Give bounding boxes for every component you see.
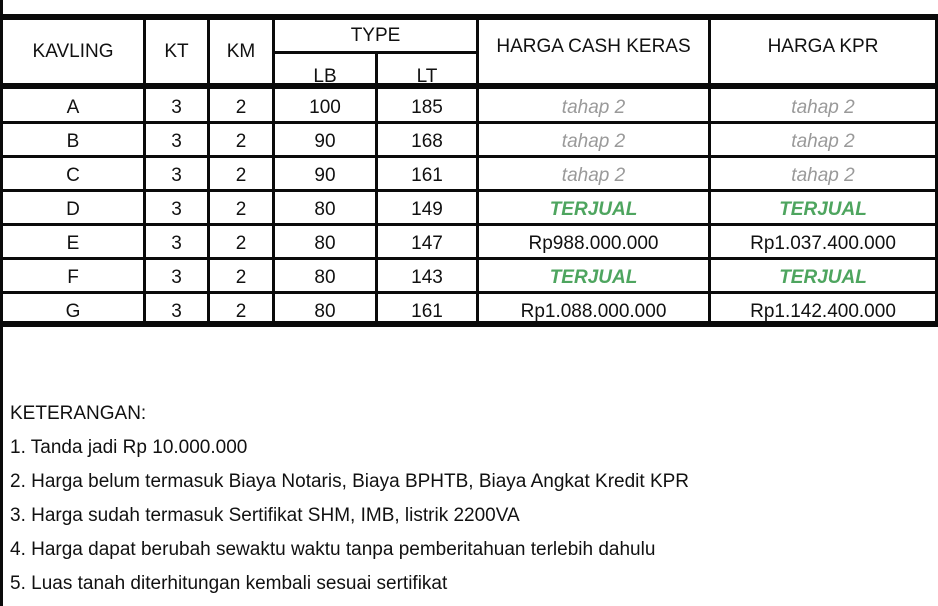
column-divider bbox=[375, 51, 378, 327]
header-kavling: KAVLING bbox=[32, 40, 114, 62]
cell-cash: TERJUAL bbox=[549, 267, 638, 288]
cell-kt: 3 bbox=[171, 165, 182, 186]
header-harga-kpr: HARGA KPR bbox=[767, 35, 879, 57]
type-divider bbox=[272, 51, 476, 54]
note-item: 1. Tanda jadi Rp 10.000.000 bbox=[10, 437, 248, 458]
cell-kpr: tahap 2 bbox=[791, 165, 855, 186]
cell-kt: 3 bbox=[171, 233, 182, 254]
cell-cash: Rp988.000.000 bbox=[528, 233, 659, 254]
column-divider bbox=[207, 14, 210, 327]
cell-kpr: Rp1.142.400.000 bbox=[750, 301, 896, 322]
table-right-border bbox=[935, 14, 938, 327]
row-divider bbox=[0, 291, 938, 294]
row-divider bbox=[0, 189, 938, 192]
row-divider bbox=[0, 121, 938, 124]
cell-km: 2 bbox=[235, 97, 247, 118]
cell-kpr: TERJUAL bbox=[779, 199, 867, 220]
cell-kavling: G bbox=[65, 301, 81, 322]
cell-kt: 3 bbox=[171, 267, 182, 288]
cell-lt: 168 bbox=[411, 131, 443, 152]
table-bottom-border bbox=[0, 321, 938, 327]
table-top-border bbox=[0, 14, 938, 20]
cell-kpr: TERJUAL bbox=[779, 267, 867, 288]
row-divider bbox=[0, 155, 938, 158]
header-km: KM bbox=[226, 40, 256, 62]
cell-lt: 147 bbox=[411, 233, 443, 254]
cell-kavling: A bbox=[66, 97, 80, 118]
note-item: 5. Luas tanah diterhitungan kembali sesu… bbox=[10, 573, 448, 594]
header-type: TYPE bbox=[350, 25, 401, 46]
header-harga-cash: HARGA CASH KERAS bbox=[496, 35, 691, 57]
note-item: 3. Harga sudah termasuk Sertifikat SHM, … bbox=[10, 505, 520, 526]
cell-km: 2 bbox=[235, 301, 247, 322]
cell-lt: 161 bbox=[411, 165, 443, 186]
cell-kt: 3 bbox=[171, 97, 182, 118]
cell-lb: 80 bbox=[314, 233, 336, 254]
note-item: 4. Harga dapat berubah sewaktu waktu tan… bbox=[10, 539, 656, 560]
row-divider bbox=[0, 223, 938, 226]
header-bottom-border bbox=[0, 83, 938, 89]
cell-km: 2 bbox=[235, 131, 247, 152]
cell-kpr: tahap 2 bbox=[791, 97, 855, 118]
cell-kavling: B bbox=[66, 131, 80, 152]
cell-km: 2 bbox=[235, 165, 247, 186]
cell-kavling: C bbox=[66, 165, 80, 186]
cell-kt: 3 bbox=[171, 131, 182, 152]
cell-lb: 80 bbox=[314, 267, 336, 288]
notes-title: KETERANGAN: bbox=[10, 403, 147, 424]
cell-kavling: F bbox=[67, 267, 79, 288]
row-divider bbox=[0, 257, 938, 260]
cell-lb: 90 bbox=[314, 165, 336, 186]
cell-kpr: tahap 2 bbox=[791, 131, 855, 152]
cell-cash: tahap 2 bbox=[561, 97, 626, 118]
column-divider bbox=[476, 14, 479, 327]
cell-lb: 90 bbox=[314, 131, 336, 152]
cell-lt: 185 bbox=[411, 97, 443, 118]
cell-km: 2 bbox=[235, 267, 247, 288]
header-lt: LT bbox=[416, 66, 438, 87]
cell-lb: 80 bbox=[314, 199, 336, 220]
cell-kavling: E bbox=[66, 233, 80, 254]
header-kt: KT bbox=[164, 40, 189, 62]
header-lb: LB bbox=[313, 66, 337, 87]
cell-kavling: D bbox=[66, 199, 80, 220]
cell-cash: TERJUAL bbox=[549, 199, 638, 220]
cell-km: 2 bbox=[235, 199, 247, 220]
note-item: 2. Harga belum termasuk Biaya Notaris, B… bbox=[10, 471, 690, 492]
cell-cash: tahap 2 bbox=[561, 131, 626, 152]
cell-kpr: Rp1.037.400.000 bbox=[750, 233, 896, 254]
cell-lb: 100 bbox=[309, 97, 341, 118]
cell-lt: 149 bbox=[411, 199, 443, 220]
cell-lt: 161 bbox=[411, 301, 443, 322]
cell-cash: Rp1.088.000.000 bbox=[520, 301, 667, 322]
cell-lb: 80 bbox=[314, 301, 336, 322]
column-divider bbox=[272, 14, 275, 327]
cell-lt: 143 bbox=[411, 267, 443, 288]
page-left-border bbox=[0, 0, 3, 606]
column-divider bbox=[708, 14, 711, 327]
cell-km: 2 bbox=[235, 233, 247, 254]
cell-kt: 3 bbox=[171, 301, 182, 322]
cell-cash: tahap 2 bbox=[561, 165, 626, 186]
notes-section: KETERANGAN: 1. Tanda jadi Rp 10.000.000 … bbox=[10, 397, 689, 601]
column-divider bbox=[143, 14, 146, 327]
cell-kt: 3 bbox=[171, 199, 182, 220]
